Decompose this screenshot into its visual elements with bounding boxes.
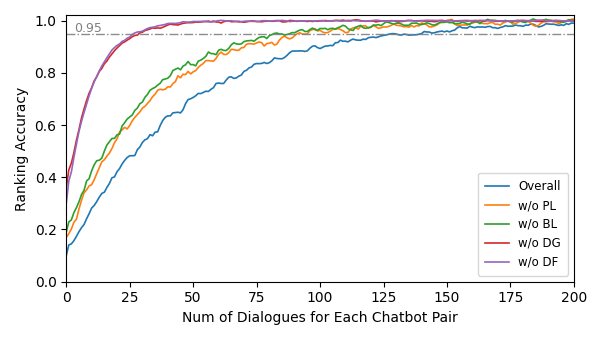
Overall	[65, 243, 72, 247]
Overall	[248, 65, 255, 69]
w/o DF	[527, 19, 535, 23]
Overall	[108, 176, 116, 180]
Line: Overall: Overall	[66, 23, 574, 256]
w/o BL	[108, 136, 116, 140]
w/o PL	[63, 235, 70, 239]
w/o PL	[108, 147, 116, 151]
w/o BL	[570, 19, 577, 23]
w/o DG	[352, 18, 359, 22]
w/o PL	[65, 232, 72, 236]
Line: w/o DG: w/o DG	[66, 20, 574, 188]
w/o DF	[337, 19, 344, 23]
Overall	[568, 21, 575, 25]
w/o DG	[63, 186, 70, 190]
w/o PL	[248, 42, 255, 46]
w/o BL	[65, 220, 72, 224]
w/o DG	[108, 52, 116, 56]
w/o DG	[276, 19, 283, 23]
Line: w/o DF: w/o DF	[66, 20, 574, 203]
Overall	[63, 254, 70, 258]
w/o DF	[108, 48, 116, 52]
w/o BL	[530, 17, 537, 21]
X-axis label: Num of Dialogues for Each Chatbot Pair: Num of Dialogues for Each Chatbot Pair	[182, 311, 458, 325]
Overall	[276, 57, 283, 61]
w/o DF	[65, 179, 72, 183]
Text: 0.95: 0.95	[74, 22, 102, 35]
w/o DG	[337, 18, 344, 22]
w/o DG	[65, 168, 72, 172]
w/o BL	[276, 32, 283, 36]
w/o DG	[570, 19, 577, 23]
w/o DG	[248, 19, 255, 23]
w/o BL	[63, 230, 70, 234]
w/o PL	[570, 17, 577, 21]
Line: w/o PL: w/o PL	[66, 19, 574, 237]
w/o BL	[337, 25, 344, 29]
w/o DF	[537, 18, 544, 22]
w/o DG	[530, 19, 537, 23]
w/o BL	[248, 38, 255, 42]
w/o DF	[276, 19, 283, 23]
Line: w/o BL: w/o BL	[66, 19, 574, 232]
Overall	[337, 38, 344, 42]
w/o DF	[570, 19, 577, 23]
Legend: Overall, w/o PL, w/o BL, w/o DG, w/o DF: Overall, w/o PL, w/o BL, w/o DG, w/o DF	[478, 173, 568, 276]
Overall	[527, 22, 535, 26]
w/o DF	[63, 201, 70, 205]
Overall	[570, 21, 577, 25]
w/o DF	[248, 19, 255, 23]
Y-axis label: Ranking Accuracy: Ranking Accuracy	[15, 86, 29, 211]
w/o PL	[527, 21, 535, 25]
w/o PL	[337, 28, 344, 32]
w/o PL	[276, 38, 283, 42]
w/o BL	[527, 18, 535, 22]
